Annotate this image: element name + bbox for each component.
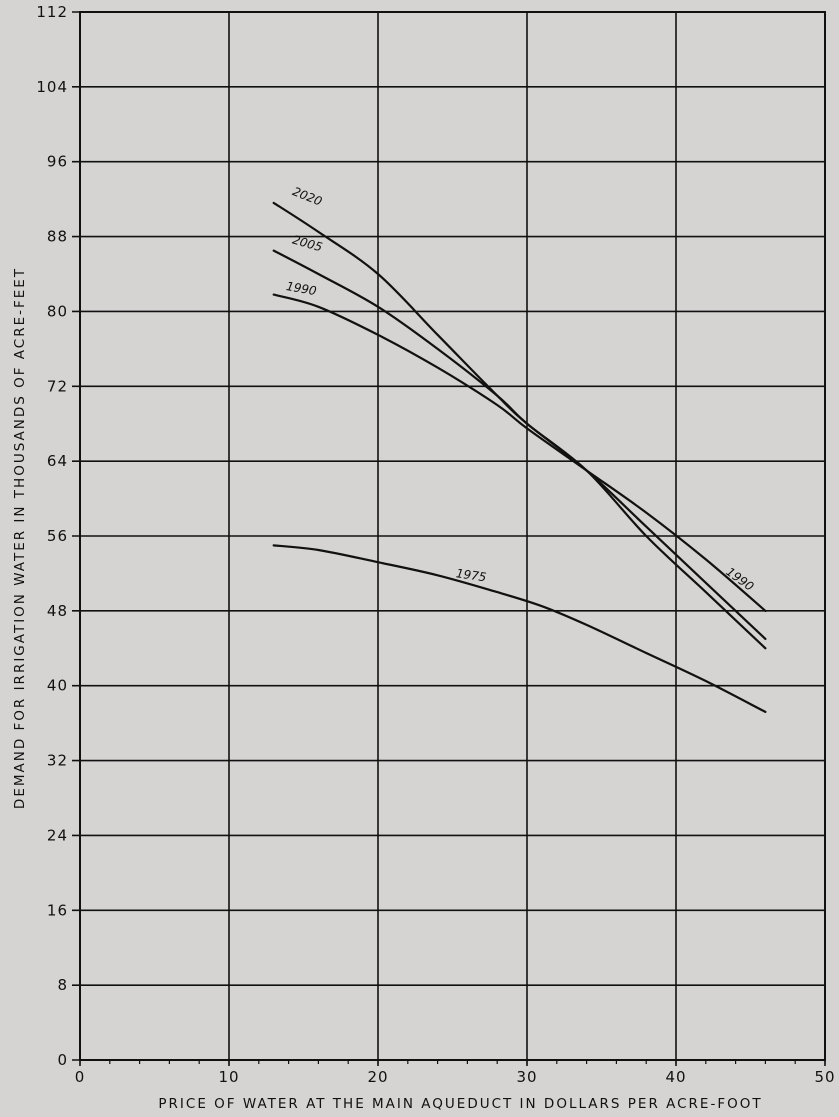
x-tick-label: 0: [75, 1068, 86, 1086]
series-line-1975-3: [272, 544, 767, 713]
series-line-2020-0: [272, 201, 767, 650]
data-series: [272, 201, 767, 713]
y-tick-labels: 0 8 16 24 32 40 48 56 64 72 80 88 96 104 112: [36, 3, 68, 1069]
x-tick-label: 30: [516, 1068, 537, 1086]
y-tick-label: 72: [47, 377, 68, 395]
x-tick-label: 40: [665, 1068, 686, 1086]
y-tick-label: 48: [47, 602, 68, 620]
x-tick-label: 10: [218, 1068, 239, 1086]
series-line-2005-1: [272, 249, 767, 640]
series-line-1990-2: [272, 293, 767, 612]
x-tick-labels: 0 10 20 30 40 50: [75, 1068, 835, 1086]
x-axis-title: PRICE OF WATER AT THE MAIN AQUEDUCT IN D…: [158, 1096, 762, 1112]
y-tick-label: 40: [47, 677, 68, 695]
y-tick-label: 64: [47, 452, 68, 470]
y-tick-label: 112: [36, 3, 68, 21]
y-tick-label: 104: [36, 78, 68, 96]
y-tick-label: 96: [47, 153, 68, 171]
y-tick-label: 32: [47, 752, 68, 770]
y-tick-label: 24: [47, 826, 68, 844]
y-tick-label: 80: [47, 302, 68, 320]
y-axis-title: DEMAND FOR IRRIGATION WATER IN THOUSANDS…: [12, 267, 28, 809]
curve-label-2020: 2020: [290, 184, 324, 209]
y-tick-label: 8: [57, 976, 68, 994]
y-tick-label: 16: [47, 901, 68, 919]
grid-lines: [72, 11, 826, 1066]
curve-label-1975: 1975: [455, 566, 487, 584]
x-tick-label: 20: [367, 1068, 388, 1086]
y-tick-label: 0: [57, 1051, 68, 1069]
x-tick-label: 50: [814, 1068, 835, 1086]
y-tick-label: 88: [47, 228, 68, 246]
curve-label-1990: 1990: [285, 279, 318, 298]
y-tick-label: 56: [47, 527, 68, 545]
